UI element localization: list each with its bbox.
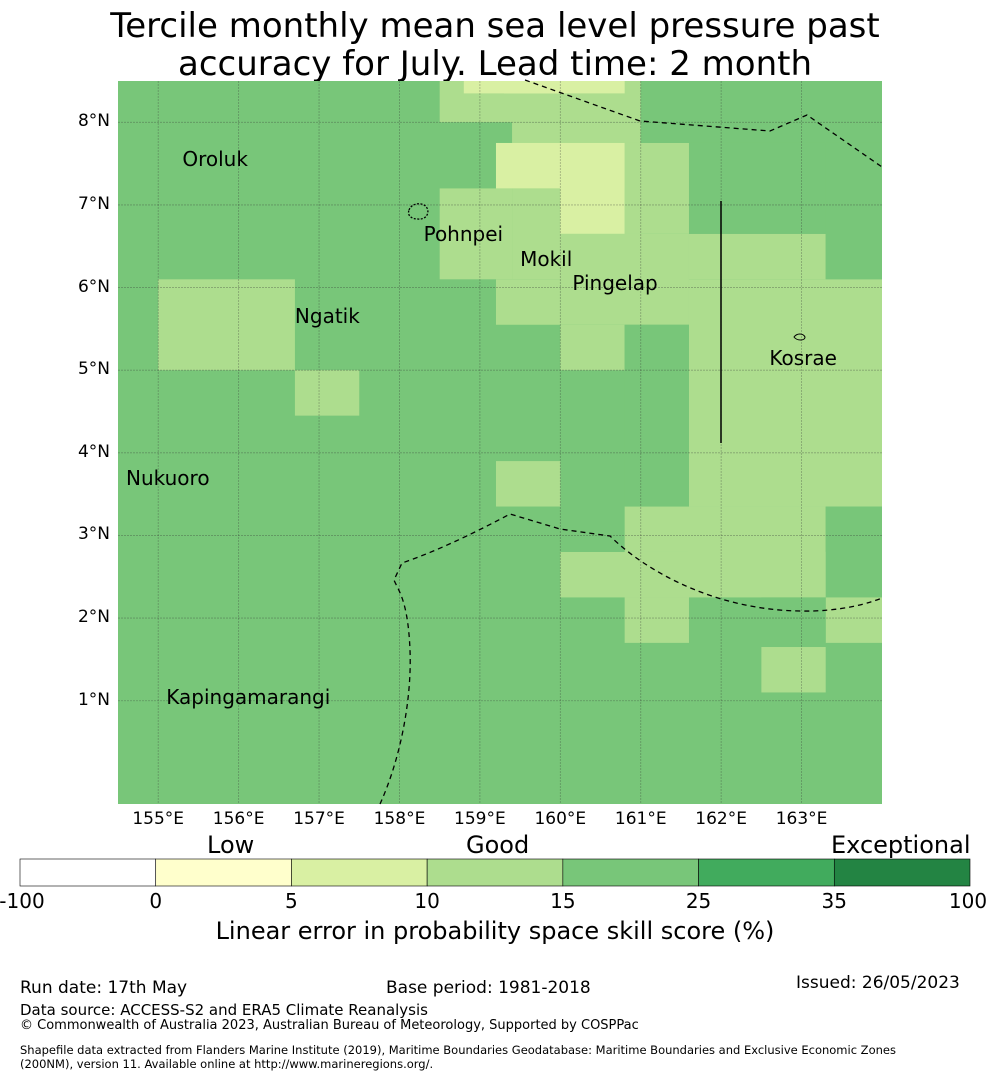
eez-boundary-south	[379, 513, 883, 805]
latitude-tick-label: 3°N	[77, 524, 110, 545]
colorbar-label: Linear error in probability space skill …	[215, 917, 775, 945]
skill-cell	[624, 324, 689, 507]
place-label: Pohnpei	[423, 221, 504, 246]
longitude-tick-label: 157°E	[293, 809, 345, 829]
run-date: Run date: 17th May	[20, 978, 188, 998]
skill-cell	[825, 597, 882, 643]
skill-cell	[640, 81, 882, 143]
shapefile-credit-2: (200NM), version 11. Available online at…	[20, 1057, 434, 1071]
latitude-tick-label: 7°N	[77, 193, 110, 214]
skill-cell	[761, 647, 826, 693]
colorbar-tick-label: 35	[821, 889, 848, 913]
skill-cell	[688, 142, 826, 234]
skill-cell	[624, 142, 689, 234]
place-label: Mokil	[520, 246, 573, 271]
latitude-tick-label: 6°N	[77, 276, 110, 297]
map-title-line-2: accuracy for July. Lead time: 2 month	[177, 44, 813, 84]
colorbar-bin	[562, 858, 699, 887]
colorbar-tick-label: 15	[550, 889, 576, 913]
latitude-tick-label: 5°N	[77, 359, 110, 380]
longitude-tick-label: 156°E	[212, 809, 265, 829]
colorbar	[19, 858, 971, 887]
skill-cell	[158, 279, 295, 371]
longitude-tick-label: 163°E	[775, 809, 828, 829]
skill-cell	[560, 324, 625, 371]
place-label: Kosrae	[769, 345, 837, 370]
longitude-tick-label: 159°E	[454, 809, 506, 829]
category-good: Good	[466, 831, 530, 859]
colorbar-bin	[426, 858, 564, 887]
longitude-tick-label: 162°E	[695, 809, 748, 829]
longitude-tick-label: 160°E	[534, 809, 587, 829]
data-source: Data source: ACCESS-S2 and ERA5 Climate …	[20, 1001, 428, 1019]
map-title-line-1: Tercile monthly mean sea level pressure …	[110, 6, 880, 46]
latitude-tick-label: 2°N	[77, 607, 110, 628]
skill-cell	[624, 597, 689, 643]
colorbar-bin	[698, 858, 835, 887]
latitude-tick-label: 4°N	[77, 441, 110, 462]
skill-cell	[495, 461, 561, 507]
skill-cell	[294, 370, 360, 416]
longitude-tick-label: 158°E	[373, 809, 426, 829]
colorbar-tick-label: 10	[414, 889, 440, 913]
colorbar-tick-label: 100	[948, 889, 988, 913]
colorbar-bin	[833, 858, 971, 887]
copyright: © Commonwealth of Australia 2023, Austra…	[20, 1018, 639, 1033]
skill-cell	[825, 506, 882, 552]
colorbar-tick-label: -100	[0, 889, 45, 913]
skill-cell	[504, 81, 561, 94]
longitude-tick-label: 155°E	[132, 809, 185, 829]
skill-cell	[495, 279, 561, 325]
colorbar-bin	[19, 858, 157, 887]
eez-boundary-north	[524, 79, 883, 168]
colorbar-bin	[291, 858, 428, 887]
skill-cell	[560, 142, 625, 234]
place-label: Nukuoro	[126, 465, 210, 490]
skill-cell	[688, 279, 882, 507]
latitude-tick-label: 8°N	[77, 111, 110, 132]
colorbar-tick-label: 25	[685, 889, 712, 913]
place-label: Oroluk	[182, 147, 248, 172]
colorbar-tick-label: 5	[285, 889, 298, 913]
issued-date: Issued: 26/05/2023	[796, 973, 960, 993]
place-label: Pingelap	[572, 271, 658, 296]
pohnpei-island-outline	[407, 203, 429, 220]
place-label: Ngatik	[294, 304, 360, 329]
skill-cell	[439, 188, 513, 280]
skill-cell	[560, 233, 689, 325]
place-label: Kapingamarangi	[166, 684, 331, 709]
base-period: Base period: 1981-2018	[386, 978, 591, 998]
skill-grid	[118, 81, 882, 804]
kosrae-island-outline	[793, 333, 806, 341]
category-low: Low	[207, 831, 255, 859]
eez-boundaries	[379, 79, 883, 805]
latitude-tick-label: 1°N	[77, 689, 110, 710]
colorbar-tick-label: 0	[149, 889, 163, 913]
colorbar-bin	[155, 858, 292, 887]
category-exceptional: Exceptional	[831, 831, 971, 859]
longitude-tick-label: 161°E	[614, 809, 667, 829]
skill-cell	[560, 551, 689, 598]
shapefile-credit-1: Shapefile data extracted from Flanders M…	[20, 1043, 896, 1057]
skill-cell	[761, 597, 826, 643]
skill-cell	[825, 142, 882, 280]
